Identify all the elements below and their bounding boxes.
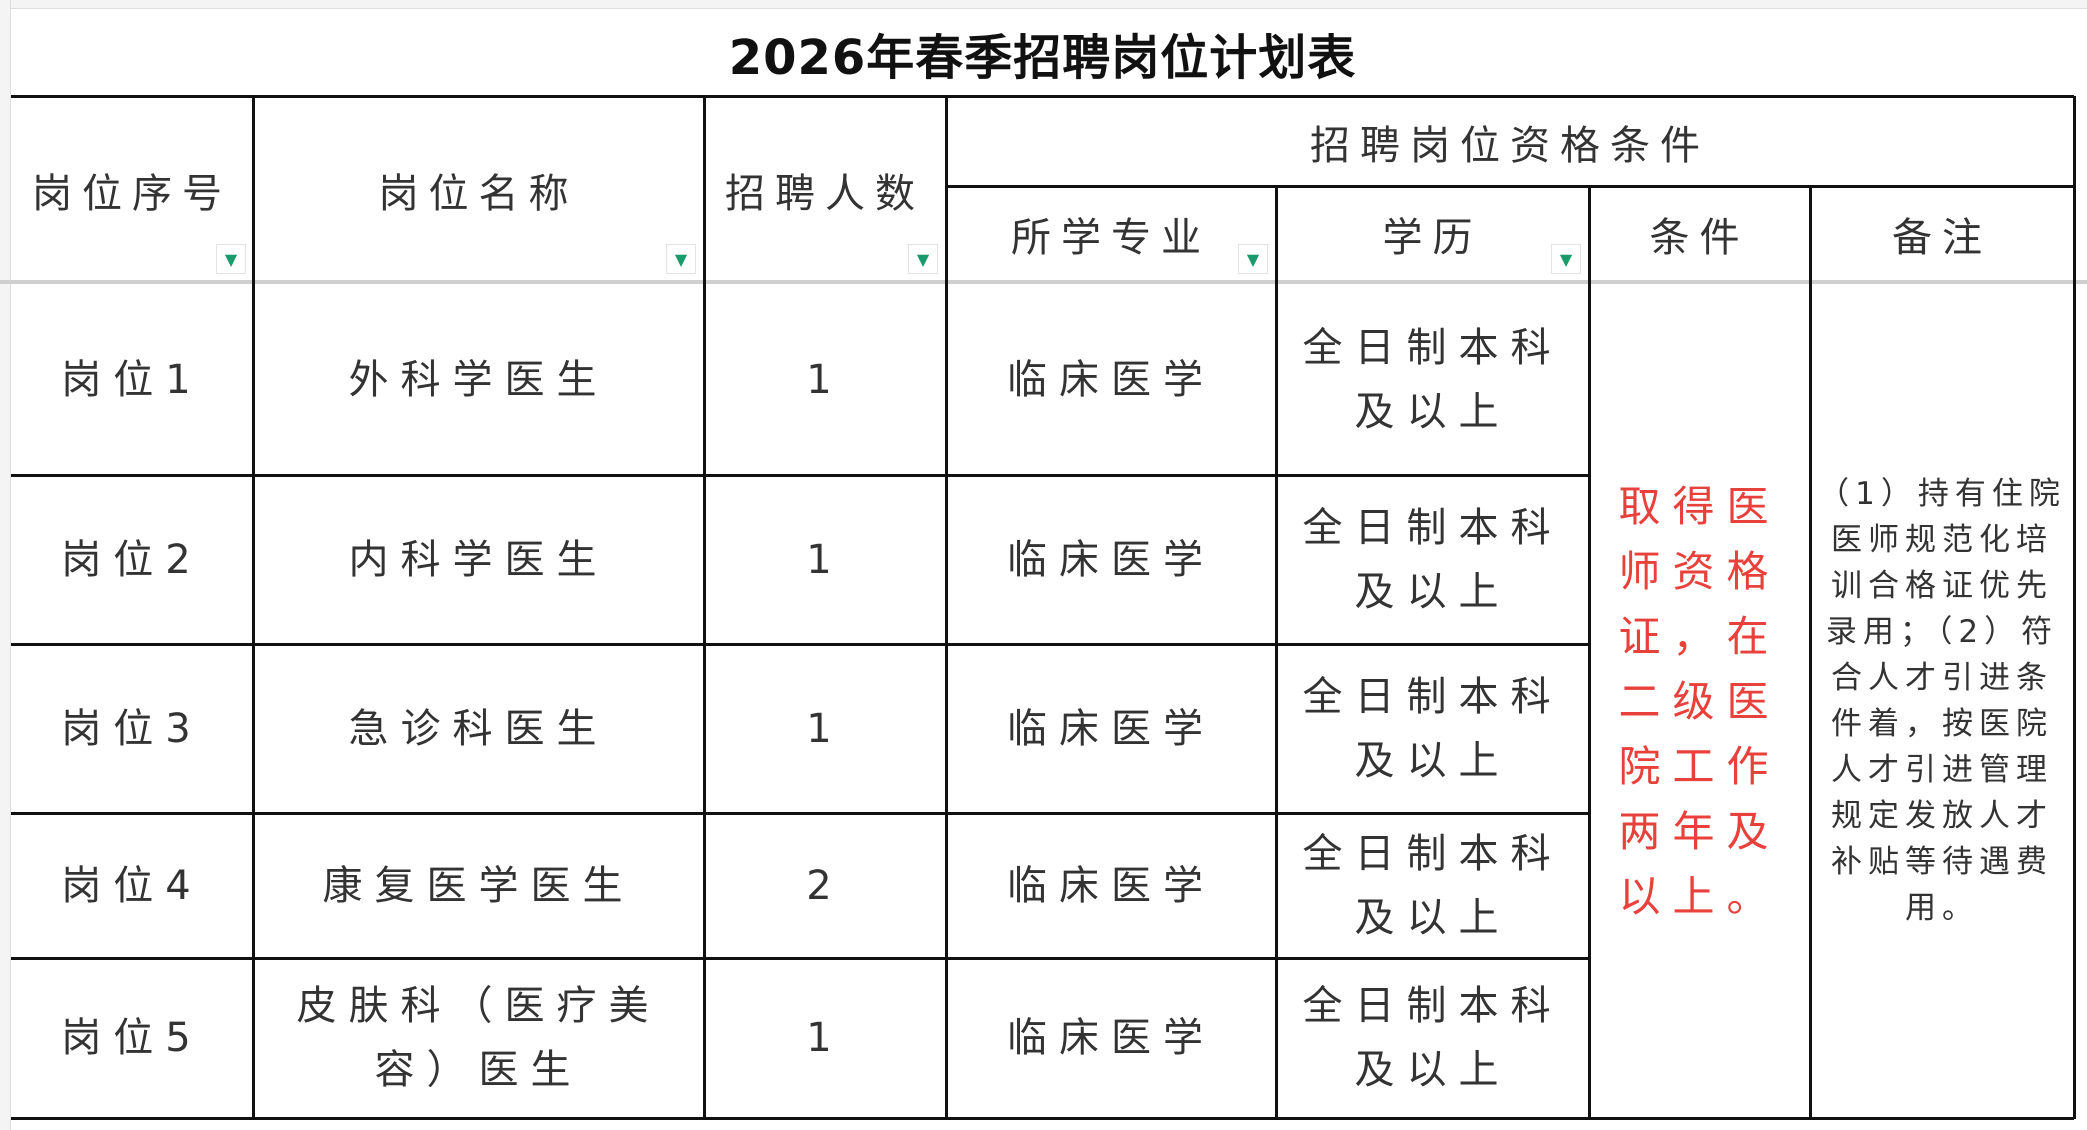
cell-post-no: 岗位1	[61, 356, 203, 403]
cell-major: 临床医学	[1007, 862, 1215, 909]
cell-major: 临床医学	[1007, 536, 1215, 583]
sheet-gridline-left	[0, 0, 11, 1130]
border	[11, 643, 1589, 646]
header-qualification-group: 招聘岗位资格条件	[1310, 122, 1710, 169]
border	[2073, 96, 2076, 1119]
freeze-pane-line	[0, 280, 2087, 284]
filter-education-button[interactable]: ▼	[1551, 244, 1581, 274]
cell-count: 1	[806, 536, 844, 583]
border	[1809, 186, 1812, 1119]
cell-post-name: 皮肤科（医疗美容）医生	[296, 983, 661, 1093]
border	[945, 96, 948, 1119]
border	[252, 96, 255, 1119]
border	[703, 96, 706, 1119]
header-remark: 备注	[1892, 215, 1992, 261]
border	[11, 957, 1589, 960]
sheet-gridline-top	[0, 0, 2087, 9]
cell-education: 全日制本科及以上	[1302, 830, 1563, 941]
table-title: 2026年春季招聘岗位计划表	[728, 29, 1357, 86]
cell-count: 1	[806, 1015, 844, 1061]
filter-count-button[interactable]: ▼	[908, 244, 938, 274]
header-post-name: 岗位名称	[378, 170, 579, 217]
header-post-no: 岗位序号	[32, 170, 232, 217]
cell-post-name: 内科学医生	[348, 536, 609, 583]
cell-education: 全日制本科及以上	[1302, 504, 1563, 615]
dropdown-triangle-icon: ▼	[1246, 249, 1260, 269]
header-major: 所学专业	[1011, 215, 1211, 261]
border	[11, 474, 1589, 477]
cell-education: 全日制本科及以上	[1302, 983, 1563, 1093]
border	[11, 1117, 2074, 1120]
filter-post-no-button[interactable]: ▼	[216, 244, 246, 274]
cell-post-name: 康复医学医生	[322, 862, 635, 909]
dropdown-triangle-icon: ▼	[674, 249, 688, 269]
dropdown-triangle-icon: ▼	[1559, 249, 1573, 269]
cell-remark-merged: （1）持有住院医师规范化培训合格证优先录用；（2）符合人才引进条件着，按医院人才…	[1818, 476, 2066, 926]
cell-major: 临床医学	[1007, 705, 1215, 752]
cell-major: 临床医学	[1007, 1015, 1215, 1061]
border	[11, 95, 2074, 98]
border	[946, 185, 2074, 188]
cell-post-no: 岗位3	[61, 705, 203, 752]
cell-condition-merged: 取得医师资格证，在二级医院工作两年及以上。	[1618, 481, 1781, 921]
filter-post-name-button[interactable]: ▼	[666, 244, 696, 274]
cell-post-no: 岗位4	[61, 862, 203, 909]
border	[11, 812, 1589, 815]
header-condition: 条件	[1649, 215, 1750, 261]
cell-count: 2	[806, 862, 844, 909]
dropdown-triangle-icon: ▼	[916, 249, 930, 269]
cell-post-name: 急诊科医生	[348, 705, 609, 752]
cell-count: 1	[806, 705, 844, 752]
cell-post-name: 外科学医生	[348, 356, 609, 403]
border	[1588, 186, 1591, 1119]
cell-education: 全日制本科及以上	[1302, 673, 1563, 784]
dropdown-triangle-icon: ▼	[224, 249, 238, 269]
header-count: 招聘人数	[725, 170, 925, 217]
filter-major-button[interactable]: ▼	[1238, 244, 1268, 274]
cell-count: 1	[806, 356, 844, 403]
cell-education: 全日制本科及以上	[1302, 324, 1563, 435]
header-education: 学历	[1382, 215, 1483, 261]
cell-major: 临床医学	[1007, 356, 1215, 403]
cell-post-no: 岗位2	[61, 536, 203, 583]
border	[1275, 186, 1278, 1119]
cell-post-no: 岗位5	[61, 1015, 203, 1061]
